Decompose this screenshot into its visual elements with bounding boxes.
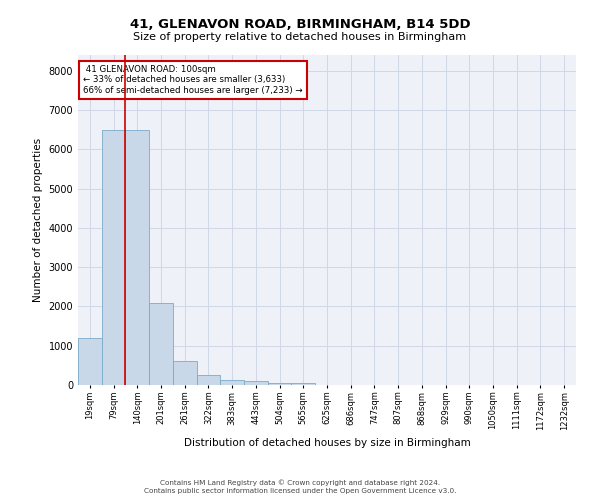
Text: 41, GLENAVON ROAD, BIRMINGHAM, B14 5DD: 41, GLENAVON ROAD, BIRMINGHAM, B14 5DD — [130, 18, 470, 30]
Text: 41 GLENAVON ROAD: 100sqm
← 33% of detached houses are smaller (3,633)
66% of sem: 41 GLENAVON ROAD: 100sqm ← 33% of detach… — [83, 65, 302, 94]
Text: Contains HM Land Registry data © Crown copyright and database right 2024.
Contai: Contains HM Land Registry data © Crown c… — [144, 480, 456, 494]
Bar — [268, 383, 292, 385]
Bar — [102, 130, 125, 385]
Bar — [197, 375, 220, 385]
Bar — [292, 383, 315, 385]
Y-axis label: Number of detached properties: Number of detached properties — [33, 138, 43, 302]
Bar — [149, 302, 173, 385]
Bar — [173, 362, 197, 385]
X-axis label: Distribution of detached houses by size in Birmingham: Distribution of detached houses by size … — [184, 438, 470, 448]
Text: Size of property relative to detached houses in Birmingham: Size of property relative to detached ho… — [133, 32, 467, 42]
Bar — [244, 381, 268, 385]
Bar — [220, 380, 244, 385]
Bar — [125, 130, 149, 385]
Bar — [78, 338, 102, 385]
